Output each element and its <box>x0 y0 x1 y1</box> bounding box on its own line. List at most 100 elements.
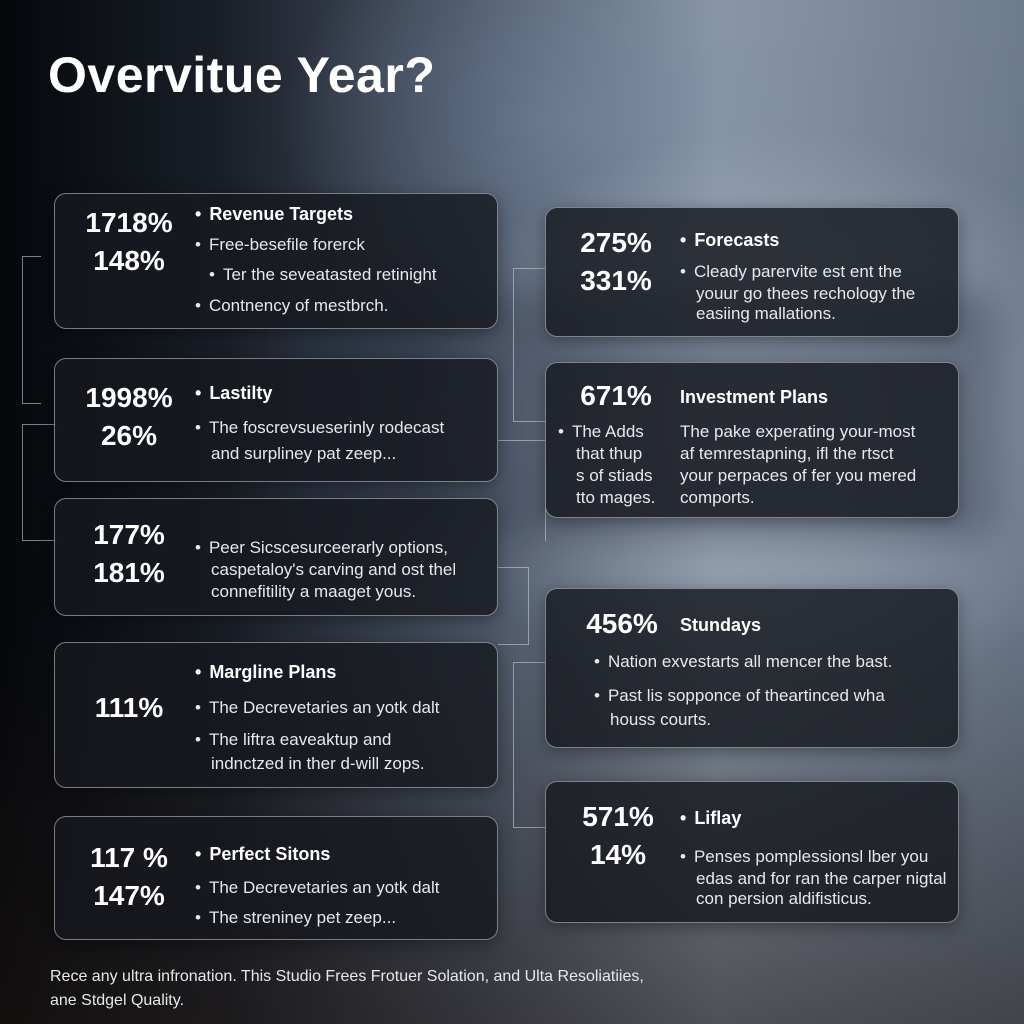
card-line: • Ter the sevеatasted retinight <box>209 264 437 286</box>
card-line: • Cleady parervite est ent the <box>680 261 902 283</box>
line-text: Cleady parervite est ent the <box>693 262 902 281</box>
card-liflay: 571% 14% • Liflay • Penses pomplessionsl l… <box>545 781 959 923</box>
pct-value: 671% <box>580 380 652 411</box>
line-text: caspetaloy's carving and ost thel <box>211 560 457 579</box>
card-margline-pct: 111% <box>73 689 185 727</box>
line-text: Penses pomplessionsl lber you <box>693 847 929 866</box>
card-line: • The Decrevetaries an yotk dalt <box>195 697 440 719</box>
card-perfect-sitons: 117 % 147% • Perfect Sitons • The Decrevet… <box>54 816 498 940</box>
card-investment-plans: 671% Investment Plans • The Adds that thu… <box>545 362 959 518</box>
card-liflay-pct: 571% 14% <box>562 798 674 874</box>
pct-value: 26% <box>100 420 158 451</box>
line-text: Free-besefile forerck <box>208 235 365 254</box>
pct-value: 177% <box>93 519 165 550</box>
card-line: • The Decrevetaries an yotk dalt <box>195 877 440 899</box>
card-line: con persion aldifisticus. <box>696 888 872 910</box>
heading-text: Lastilty <box>209 383 273 403</box>
card-peer-pct: 177% 181% <box>73 516 185 592</box>
line-text: houss courts. <box>610 710 712 729</box>
card-heading: • Forecasts <box>680 230 779 251</box>
line-text: The liftra eaveaktup and <box>208 730 392 749</box>
connector-left-top <box>22 256 41 404</box>
bullet-icon: • <box>680 262 686 281</box>
card-line: youur go thees rechology the <box>696 283 915 305</box>
card-forecasts-pct: 275% 331% <box>560 224 672 300</box>
pct-value: 111% <box>94 692 164 723</box>
bullet-icon: • <box>195 730 201 749</box>
heading-text: Investment Plans <box>680 387 829 407</box>
pct-value: 275% <box>580 227 652 258</box>
heading-text: Margline Plans <box>209 662 337 682</box>
connector-center-mid <box>498 440 546 541</box>
bullet-icon: • <box>195 296 201 315</box>
connector-center-top <box>513 268 546 422</box>
pct-value: 117 % <box>90 842 168 873</box>
card-line: af temrestapning, ifl the rtsct <box>680 443 894 465</box>
line-text: comports. <box>680 488 755 507</box>
card-revenue-pct: 1718% 148% <box>73 204 185 280</box>
card-line: • The foscrevsueserinly rodecast <box>195 417 444 439</box>
card-line: • The Adds <box>558 421 644 443</box>
line-text: Nation exvestarts all mencer the bast. <box>607 652 893 671</box>
card-line: • The liftra eaveaktup and <box>195 729 391 751</box>
line-text: connefitility a maaget yous. <box>211 582 417 601</box>
card-stundays-pct: 456% <box>566 605 678 643</box>
card-line: • Free-besefile forerck <box>195 234 365 256</box>
card-revenue-targets: 1718% 148% • Revenue Targets • Free-besefi… <box>54 193 498 329</box>
line-text: edas and for ran the carper nigtal <box>696 869 947 888</box>
line-text: s of stiads <box>576 466 653 485</box>
pct-value: 1998% <box>85 382 173 413</box>
line-text: The Decrevetaries an yotk dalt <box>208 698 440 717</box>
line-text: indnctzed in ther d-will zops. <box>211 754 425 773</box>
connector-center-low <box>498 567 529 645</box>
card-line: The pake experating your-most <box>680 421 915 443</box>
bullet-icon: • <box>680 847 686 866</box>
card-line: s of stiads <box>576 465 653 487</box>
bullet-icon: • <box>195 878 201 897</box>
card-line: and surpliney pat zeep... <box>211 443 396 465</box>
card-heading: • Lastilty <box>195 383 272 404</box>
card-lastilty-pct: 1998% 26% <box>73 379 185 455</box>
footer-line: Rece any ultra infronation. This Studio … <box>50 968 644 985</box>
bullet-icon: • <box>195 662 202 682</box>
bullet-icon: • <box>594 652 600 671</box>
card-line: caspetaloy's carving and ost thel <box>211 559 456 581</box>
bullet-icon: • <box>195 418 201 437</box>
bullet-icon: • <box>680 230 687 250</box>
connector-center-bottom <box>513 662 546 828</box>
card-line: • Contnency of mestbrch. <box>195 295 388 317</box>
card-line: connefitility a maaget yous. <box>211 581 416 603</box>
heading-text: Forecasts <box>694 230 780 250</box>
card-heading: • Margline Plans <box>195 662 336 683</box>
card-line: • Past lis sopponce of theartinced wha <box>594 685 885 707</box>
pct-value: 181% <box>93 557 165 588</box>
pct-value: 571% <box>582 801 654 832</box>
line-text: Peer Sicscesurceerarly options, <box>208 538 448 557</box>
card-perfect-pct: 117 % 147% <box>73 839 185 915</box>
heading-text: Revenue Targets <box>209 204 354 224</box>
card-heading: • Revenue Targets <box>195 204 353 225</box>
card-line: • The strеniney pet zeep... <box>195 907 396 929</box>
card-line: that thup <box>576 443 642 465</box>
card-line: easiing mallations. <box>696 303 836 325</box>
footer-line: ane Stdgel Quality. <box>50 992 185 1009</box>
line-text: Ter the sevеatasted retinight <box>222 265 437 284</box>
card-heading: • Liflay <box>680 808 741 829</box>
heading-text: Liflay <box>694 808 742 828</box>
bullet-icon: • <box>195 908 201 927</box>
card-line: houss courts. <box>610 709 711 731</box>
pct-value: 331% <box>580 265 652 296</box>
line-text: tto mages. <box>576 488 656 507</box>
card-investment-pct: 671% <box>560 377 672 415</box>
line-text: The Decrevetaries an yotk dalt <box>208 878 440 897</box>
card-heading: • Perfect Sitons <box>195 844 330 865</box>
card-lastilty: 1998% 26% • Lastilty • The foscrevsueserin… <box>54 358 498 482</box>
card-line: tto mages. <box>576 487 655 509</box>
bullet-icon: • <box>195 844 202 864</box>
bullet-icon: • <box>195 698 201 717</box>
bullet-icon: • <box>594 686 600 705</box>
heading-text: Perfect Sitons <box>209 844 331 864</box>
line-text: con persion aldifisticus. <box>696 889 872 908</box>
line-text: The Adds <box>571 422 644 441</box>
card-line: edas and for ran the carper nigtal <box>696 868 946 890</box>
